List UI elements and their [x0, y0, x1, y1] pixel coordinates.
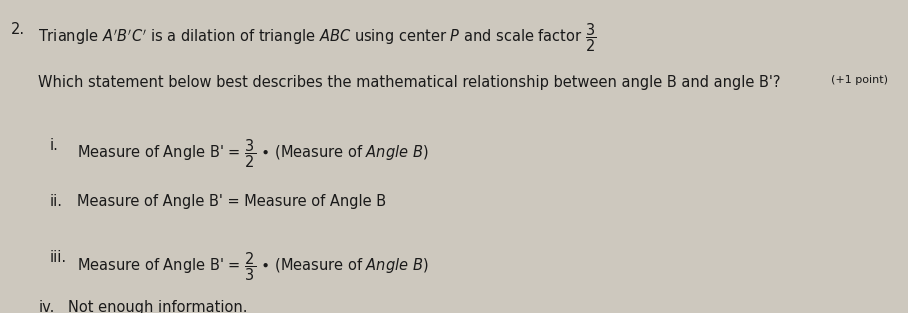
Text: i.: i. [50, 138, 59, 153]
Text: iv.: iv. [38, 300, 54, 313]
Text: Not enough information.: Not enough information. [68, 300, 248, 313]
Text: (+1 point): (+1 point) [831, 75, 888, 85]
Text: Measure of Angle B' = $\dfrac{2}{3}$ $\bullet$ (Measure of $\mathit{Angle\ B}$): Measure of Angle B' = $\dfrac{2}{3}$ $\b… [77, 250, 429, 283]
Text: Measure of Angle B' = Measure of Angle B: Measure of Angle B' = Measure of Angle B [77, 194, 386, 209]
Text: Which statement below best describes the mathematical relationship between angle: Which statement below best describes the… [38, 75, 781, 90]
Text: 2.: 2. [11, 22, 25, 37]
Text: iii.: iii. [50, 250, 67, 265]
Text: ii.: ii. [50, 194, 63, 209]
Text: Triangle $\mathit{A'B'C'}$ is a dilation of triangle $\mathit{ABC}$ using center: Triangle $\mathit{A'B'C'}$ is a dilation… [38, 22, 597, 54]
Text: Measure of Angle B' = $\dfrac{3}{2}$ $\bullet$ (Measure of $\mathit{Angle\ B}$): Measure of Angle B' = $\dfrac{3}{2}$ $\b… [77, 138, 429, 170]
